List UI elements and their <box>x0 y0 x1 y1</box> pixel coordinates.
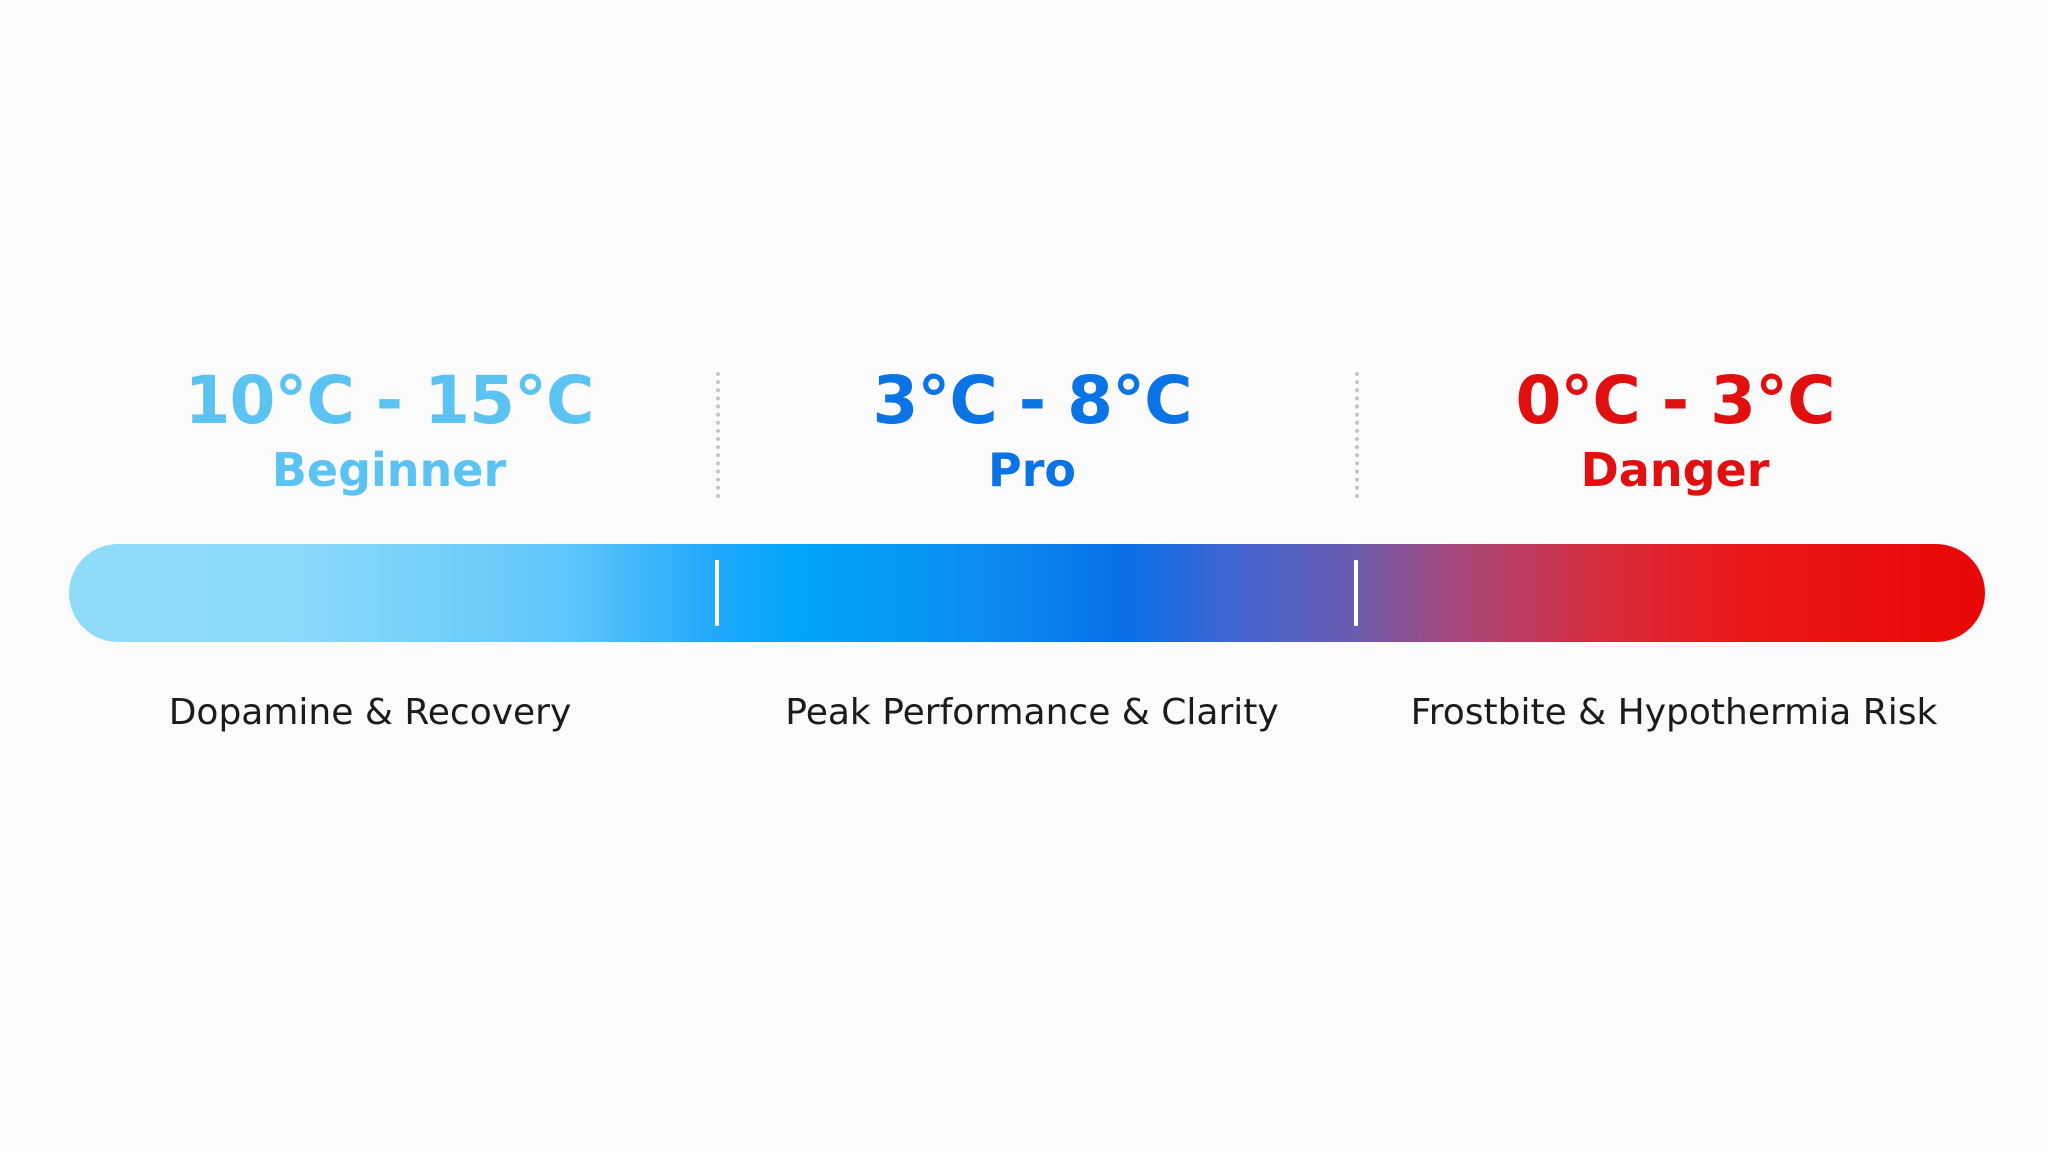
zone-pro-level: Pro <box>987 443 1076 497</box>
bar-tick-pro-danger <box>1354 560 1358 626</box>
divider-pro-danger <box>1355 372 1359 498</box>
zone-danger-effect: Frostbite & Hypothermia Risk <box>1410 692 1938 733</box>
divider-beginner-pro <box>716 372 720 498</box>
zone-danger-header: 0°C - 3°C Danger <box>1415 360 1935 500</box>
zone-pro-range: 3°C - 8°C <box>872 362 1192 439</box>
zone-beginner-effect: Dopamine & Recovery <box>168 692 572 733</box>
zone-danger-range: 0°C - 3°C <box>1515 362 1835 439</box>
zone-beginner-header: 10°C - 15°C Beginner <box>129 360 649 500</box>
temperature-gradient-bar <box>69 544 1985 642</box>
zone-danger-level: Danger <box>1580 443 1770 497</box>
zone-beginner-range: 10°C - 15°C <box>184 362 595 439</box>
zone-pro-effect: Peak Performance & Clarity <box>785 692 1279 733</box>
zone-beginner-level: Beginner <box>271 443 507 497</box>
zone-pro-header: 3°C - 8°C Pro <box>772 360 1292 500</box>
bar-tick-beginner-pro <box>715 560 719 626</box>
